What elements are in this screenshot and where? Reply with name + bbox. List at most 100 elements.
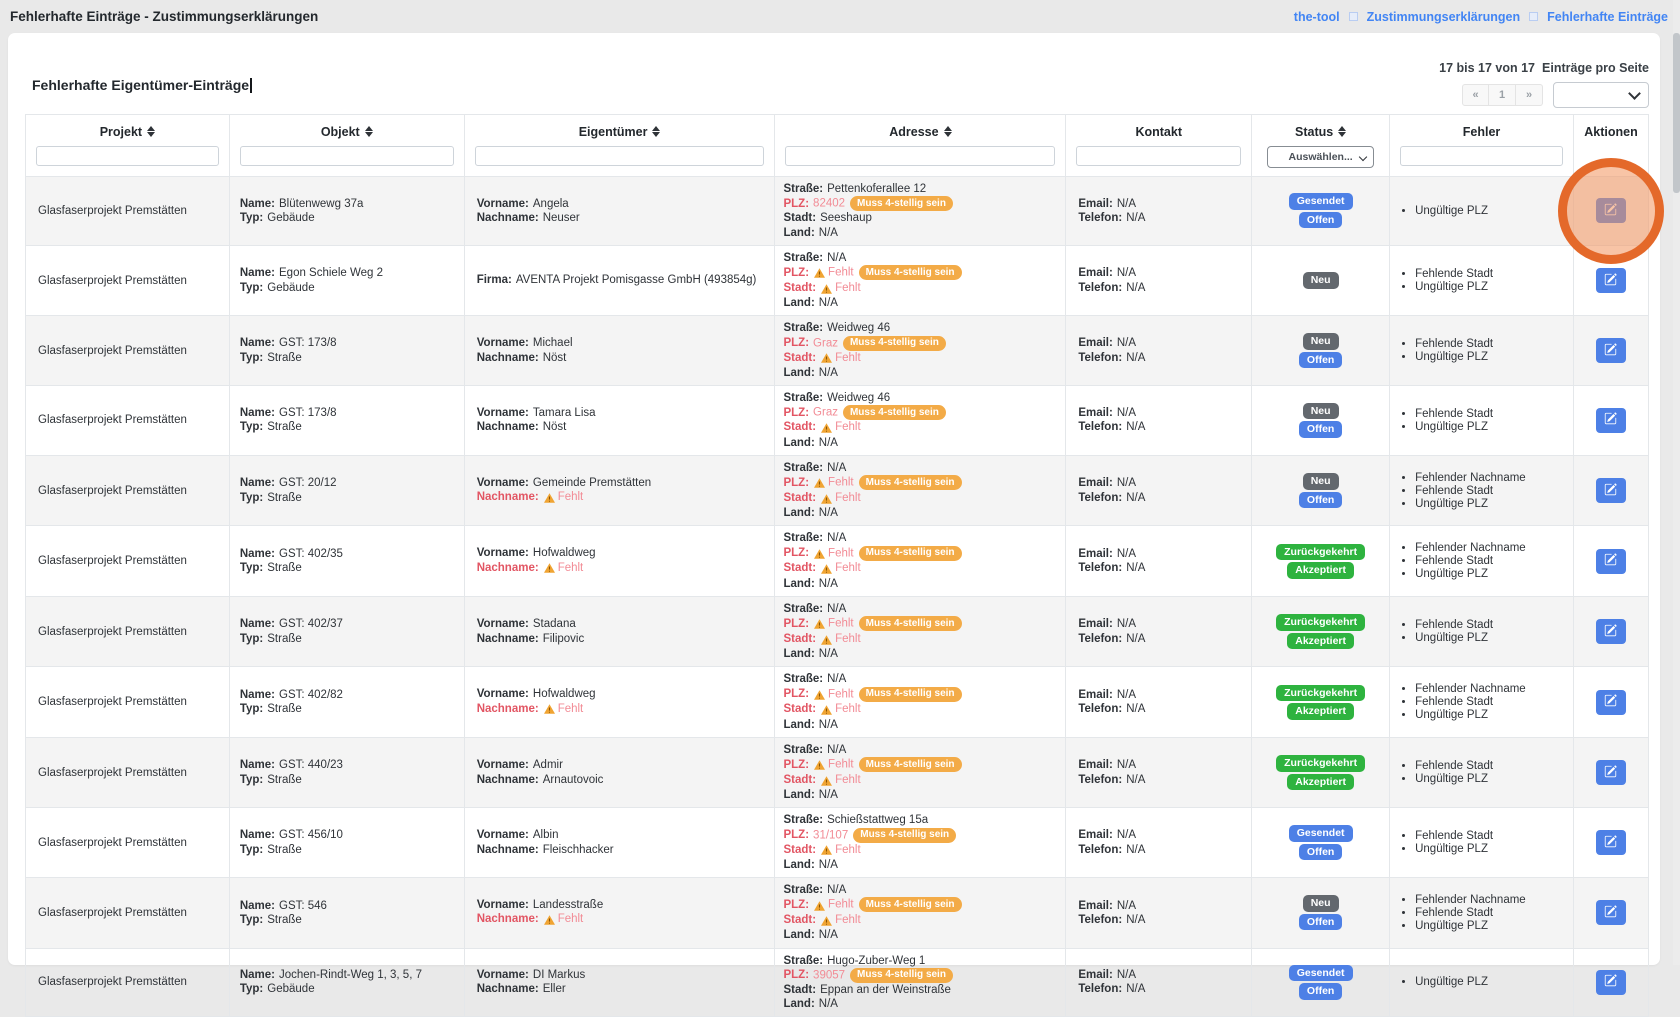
status-badge: Offen xyxy=(1298,843,1343,861)
field-value: N/A xyxy=(1126,703,1146,715)
status-badges: Neu xyxy=(1260,272,1381,289)
table-row: Glasfaserprojekt Premstätten Name: GST: 40… xyxy=(25,525,1650,597)
col-label-adresse[interactable]: Adresse xyxy=(889,124,939,139)
edit-button[interactable] xyxy=(1595,407,1626,433)
edit-button[interactable] xyxy=(1595,268,1626,293)
breadcrumb-link-fehlerhafte-eintraege[interactable]: Fehlerhafte Einträge xyxy=(1547,9,1668,24)
field-value: 82402 xyxy=(813,197,846,210)
adresse-cell: Straße: N/A PLZ: Fehlt Muss 4-stellig sein St… xyxy=(774,595,1067,668)
field-label: PLZ: xyxy=(783,337,810,349)
field-value: Straße xyxy=(267,913,302,926)
pagination-next-button[interactable]: » xyxy=(1516,84,1543,106)
field-label: Vorname: xyxy=(476,829,529,842)
eigentuemer-cell: Firma: AVENTA Projekt Pomisgasse GmbH (49… xyxy=(463,244,776,317)
objekt-cell: Name: GST: 173/8 Typ: Straße xyxy=(228,315,465,386)
status-badges: Neu Offen xyxy=(1260,895,1381,931)
edit-button[interactable] xyxy=(1595,548,1626,574)
error-item: Fehlende Stadt xyxy=(1415,696,1565,708)
field-line: Name: GST: 546 xyxy=(240,899,456,913)
status-badge: Gesendet xyxy=(1288,825,1353,842)
missing-value-text: Fehlt xyxy=(828,266,854,279)
col-label-projekt[interactable]: Projekt xyxy=(99,124,143,139)
projekt-value: Glasfaserprojekt Premstätten xyxy=(38,204,187,217)
field-label: Straße: xyxy=(783,673,824,686)
plz-format-badge: Muss 4-stellig sein xyxy=(842,405,946,421)
error-list: Fehlende StadtUngültige PLZ xyxy=(1398,760,1565,785)
field-line: Stadt: Fehlt xyxy=(783,702,1057,717)
aktionen-cell xyxy=(1572,877,1650,949)
field-label: Email: xyxy=(1078,618,1113,631)
field-value: Straße xyxy=(267,703,302,715)
table-row: Glasfaserprojekt Premstätten Name: Egon Sc… xyxy=(25,244,1650,317)
breadcrumb-link-zustimmungserklaerungen[interactable]: Zustimmungserklärungen xyxy=(1366,9,1521,24)
field-line: Email: N/A xyxy=(1078,406,1243,420)
edit-button[interactable] xyxy=(1595,198,1626,224)
status-badges: Zurückgekehrt Akzeptiert xyxy=(1260,614,1381,649)
adresse-cell: Straße: Weidweg 46 PLZ: Graz Muss 4-stellig … xyxy=(774,385,1067,456)
filter-projekt-input[interactable] xyxy=(36,146,219,166)
projekt-cell: Glasfaserprojekt Premstätten xyxy=(25,666,230,738)
filter-objekt-input[interactable] xyxy=(239,146,454,166)
pagination: 17 bis 17 von 17 Einträge pro Seite « 1 … xyxy=(1439,61,1649,108)
field-value: N/A xyxy=(1126,562,1146,574)
field-label: Land: xyxy=(783,648,815,660)
edit-button[interactable] xyxy=(1595,478,1626,503)
edit-button[interactable] xyxy=(1595,338,1626,364)
field-line: PLZ: Fehlt Muss 4-stellig sein xyxy=(783,265,1057,281)
edit-button[interactable] xyxy=(1595,689,1626,715)
filter-status-select[interactable]: Auswählen... xyxy=(1266,146,1375,168)
plz-format-badge: Muss 4-stellig sein xyxy=(858,757,962,772)
fehler-cell: Fehlende StadtUngültige PLZ xyxy=(1389,736,1574,809)
plz-format-badge: Muss 4-stellig sein xyxy=(858,475,962,490)
field-value: N/A xyxy=(1116,969,1136,982)
col-label-eigentuemer[interactable]: Eigentümer xyxy=(578,124,648,139)
status-badge: Neu xyxy=(1302,895,1339,912)
sort-up-arrow-icon xyxy=(1338,126,1347,131)
text-cursor xyxy=(250,78,252,93)
col-label-status[interactable]: Status xyxy=(1295,124,1334,139)
filter-adresse-input[interactable] xyxy=(785,146,1056,166)
warning-icon xyxy=(814,618,826,632)
breadcrumb-link-the-tool[interactable]: the-tool xyxy=(1293,9,1340,24)
field-line: Typ: Straße xyxy=(240,773,456,787)
field-line: Nachname: Fehlt xyxy=(477,561,767,576)
scrollbar[interactable] xyxy=(1673,0,1680,965)
field-value: GST: 402/82 xyxy=(279,688,343,701)
field-label: Stadt: xyxy=(783,421,817,434)
scrollbar-thumb[interactable] xyxy=(1673,33,1680,193)
status-badge: Gesendet xyxy=(1288,193,1353,210)
field-value: 39057 xyxy=(813,969,846,982)
status-badge: Akzeptiert xyxy=(1287,703,1354,720)
sort-icon xyxy=(147,126,156,137)
filter-kontakt-input[interactable] xyxy=(1076,146,1242,166)
edit-button[interactable] xyxy=(1595,619,1626,644)
field-label: Email: xyxy=(1078,197,1113,210)
field-label: Vorname: xyxy=(476,618,529,631)
col-label-objekt[interactable]: Objekt xyxy=(320,124,360,139)
field-value: N/A xyxy=(818,226,838,239)
field-value: GST: 456/10 xyxy=(279,829,343,842)
field-value: GST: 402/37 xyxy=(279,618,343,631)
pagination-prev-button[interactable]: « xyxy=(1462,84,1489,106)
pagination-page-button[interactable]: 1 xyxy=(1489,84,1516,106)
edit-button[interactable] xyxy=(1595,900,1626,926)
field-line: Email: N/A xyxy=(1078,617,1243,631)
field-value: N/A xyxy=(827,673,847,686)
per-page-select[interactable] xyxy=(1553,82,1649,108)
field-value: Schießstattweg 15a xyxy=(827,814,929,827)
field-line: Telefon: N/A xyxy=(1078,561,1243,575)
sort-icon xyxy=(943,126,952,137)
edit-button[interactable] xyxy=(1595,830,1626,856)
field-value: N/A xyxy=(1116,407,1136,420)
missing-value-text: Fehlt xyxy=(835,562,861,575)
edit-button[interactable] xyxy=(1595,760,1626,785)
field-value: GST: 173/8 xyxy=(279,407,337,420)
edit-button[interactable] xyxy=(1595,969,1626,995)
table-row: Glasfaserprojekt Premstätten Name: GST: 20… xyxy=(25,454,1650,527)
filter-eigentuemer-input[interactable] xyxy=(474,146,765,166)
adresse-cell: Straße: N/A PLZ: Fehlt Muss 4-stellig sein St… xyxy=(774,244,1067,317)
field-line: Email: N/A xyxy=(1078,758,1243,772)
filter-fehler-input[interactable] xyxy=(1400,146,1563,166)
field-value: N/A xyxy=(818,577,838,590)
error-item: Ungültige PLZ xyxy=(1415,773,1565,785)
